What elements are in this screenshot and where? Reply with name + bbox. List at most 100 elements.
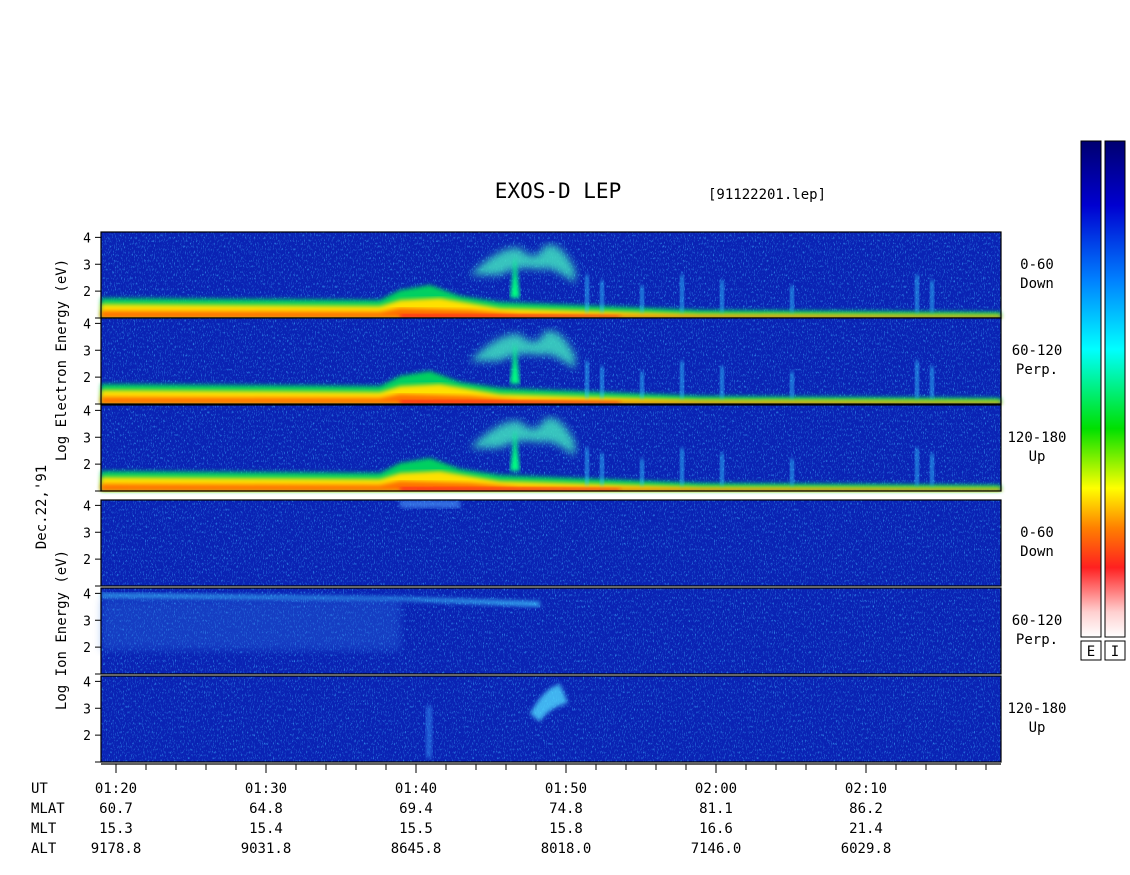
direction-label: Up — [1029, 449, 1046, 465]
colorbar-label-box — [1080, 640, 1102, 661]
electron-burst — [585, 361, 589, 398]
panel-frame — [100, 675, 1002, 763]
electron-band-orange — [101, 481, 1001, 491]
ion-up-burst — [530, 684, 568, 722]
electron-burst — [640, 371, 644, 398]
colorbar-0 — [1080, 140, 1102, 638]
tick-value-alt: 7146.0 — [691, 841, 742, 857]
tick-value-mlat: 64.8 — [249, 801, 283, 817]
tick-value-ut: 01:40 — [395, 781, 437, 797]
electron-band-red — [400, 314, 620, 318]
panel-4: 2 3 4 0-60 Down — [83, 499, 1054, 587]
tick-value-mlt: 21.4 — [849, 821, 883, 837]
electron-dispersive-arc — [470, 244, 575, 284]
electron-burst — [680, 361, 684, 398]
tick-value-mlat: 74.8 — [549, 801, 583, 817]
tick-value-mlat: 69.4 — [399, 801, 433, 817]
tick-value-mlt: 15.3 — [99, 821, 133, 837]
electron-burst — [585, 275, 589, 312]
y-tick-label: 2 — [83, 729, 91, 744]
electron-burst — [585, 448, 589, 485]
tick-value-alt: 8018.0 — [541, 841, 592, 857]
pitch-angle-label: 120-180 — [1007, 701, 1066, 717]
electron-spike — [510, 429, 520, 471]
electron-spike — [510, 342, 520, 384]
electron-burst — [915, 275, 919, 312]
panel-noise — [101, 500, 1001, 586]
time-axis: UT MLAT MLT ALT 01:20 60.7 15.3 9178.8 01:30 64.8… — [31, 763, 1001, 857]
panel-5: 2 3 4 60-120 Perp. — [83, 587, 1062, 675]
direction-label: Perp. — [1016, 632, 1058, 648]
y-tick-label: 4 — [83, 317, 91, 332]
tick-value-mlat: 81.1 — [699, 801, 733, 817]
electron-burst — [640, 458, 644, 485]
electron-burst — [600, 453, 604, 485]
tick-value-mlt: 15.5 — [399, 821, 433, 837]
y-tick-label: 3 — [83, 431, 91, 446]
electron-burst — [930, 280, 934, 312]
colorbar-label: E — [1087, 644, 1095, 660]
panel-2: 2 3 4 60-120 Perp. — [83, 317, 1063, 405]
y-tick-label: 3 — [83, 344, 91, 359]
group-labels: Dec.22,'91 Log Electron Energy (eV) Log I… — [34, 259, 70, 710]
figure-title: EXOS-D LEP — [495, 179, 621, 203]
colorbar-label-box — [1104, 640, 1126, 661]
axis-row-label: ALT — [31, 841, 57, 857]
tick-value-alt: 9031.8 — [241, 841, 292, 857]
panel-6: 2 3 4 120-180 Up — [83, 675, 1067, 763]
tick-value-alt: 8645.8 — [391, 841, 442, 857]
electron-burst — [915, 448, 919, 485]
electron-burst — [720, 366, 724, 398]
date-label: Dec.22,'91 — [34, 465, 50, 549]
axis-row-label: UT — [31, 781, 48, 797]
panel-frame — [100, 587, 1002, 675]
panel-frame — [100, 317, 1002, 405]
electron-band-red — [400, 400, 620, 404]
ion-upper-band — [101, 593, 540, 607]
tick-value-mlt: 15.8 — [549, 821, 583, 837]
y-tick-label: 3 — [83, 614, 91, 629]
panel-frame — [100, 404, 1002, 492]
tick-value-ut: 02:10 — [845, 781, 887, 797]
electron-burst — [915, 361, 919, 398]
electron-dispersive-arc — [470, 417, 575, 457]
electron-burst — [600, 366, 604, 398]
ion-axis-label: Log Ion Energy (eV) — [54, 550, 70, 710]
panel-1: 2 3 4 0-60 Down — [83, 231, 1054, 319]
colorbar-label: I — [1111, 644, 1119, 660]
electron-band-orange — [101, 394, 1001, 404]
direction-label: Down — [1020, 276, 1054, 292]
electron-burst — [600, 280, 604, 312]
tick-value-mlt: 15.4 — [249, 821, 283, 837]
tick-value-alt: 6029.8 — [841, 841, 892, 857]
tick-value-alt: 9178.8 — [91, 841, 142, 857]
electron-burst — [640, 285, 644, 312]
electron-band-red — [400, 487, 620, 491]
pitch-angle-label: 0-60 — [1020, 257, 1054, 273]
axis-row-label: MLT — [31, 821, 57, 837]
electron-spike — [510, 256, 520, 298]
electron-band-orange — [101, 308, 1001, 318]
y-tick-label: 4 — [83, 231, 91, 246]
pitch-angle-label: 60-120 — [1012, 343, 1063, 359]
tick-value-ut: 01:20 — [95, 781, 137, 797]
y-tick-label: 3 — [83, 526, 91, 541]
spectrogram-panels: 2 3 4 0-60 Down 2 3 4 60-120 Perp. 2 3 4 120-180 Up 2 3 4… — [83, 231, 1067, 763]
y-tick-label: 3 — [83, 702, 91, 717]
ion-diffuse — [101, 598, 401, 651]
y-tick-label: 2 — [83, 371, 91, 386]
y-tick-label: 2 — [83, 553, 91, 568]
direction-label: Down — [1020, 544, 1054, 560]
electron-axis-label: Log Electron Energy (eV) — [54, 259, 70, 461]
electron-burst — [790, 371, 794, 398]
electron-burst — [720, 453, 724, 485]
panel-3: 2 3 4 120-180 Up — [83, 404, 1067, 492]
electron-burst — [680, 448, 684, 485]
y-tick-label: 3 — [83, 258, 91, 273]
y-tick-label: 2 — [83, 458, 91, 473]
direction-label: Up — [1029, 720, 1046, 736]
tick-value-mlat: 60.7 — [99, 801, 133, 817]
tick-value-ut: 02:00 — [695, 781, 737, 797]
